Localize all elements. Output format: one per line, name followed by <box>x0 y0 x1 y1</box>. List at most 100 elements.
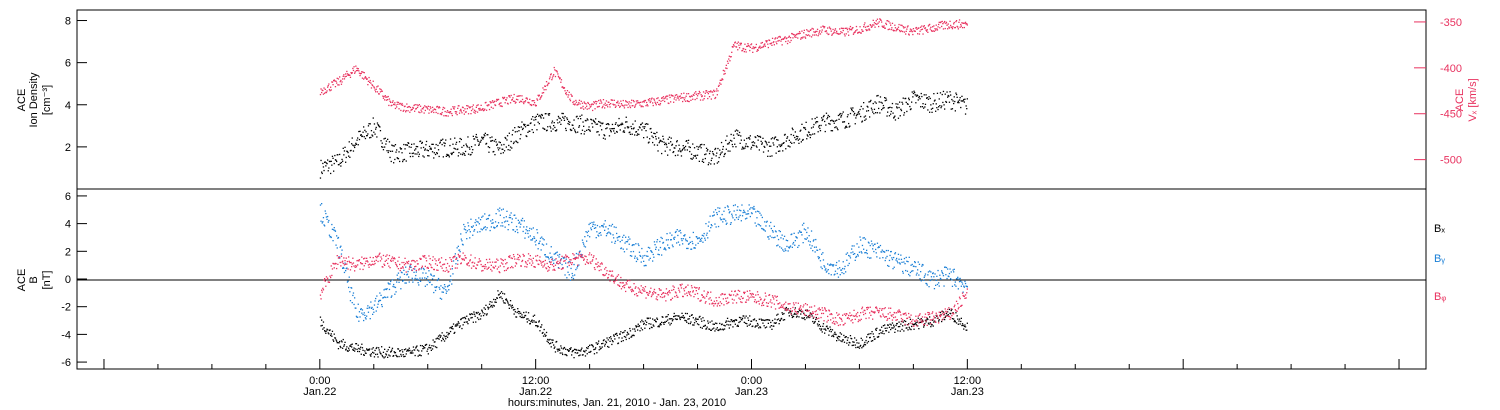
bz-points-point <box>461 258 464 261</box>
speed-points-point <box>819 33 822 35</box>
bz-points-point <box>390 260 392 262</box>
by-points-point <box>728 209 730 211</box>
bz-points-point <box>658 294 660 296</box>
by-points-point <box>383 289 385 291</box>
density-points-point <box>511 147 513 149</box>
by-points-point <box>824 266 826 268</box>
by-points-point <box>498 210 500 212</box>
bx-points-point <box>933 321 935 323</box>
bz-points-point <box>686 294 688 297</box>
bx-points-point <box>563 347 565 349</box>
density-points-point <box>672 151 674 154</box>
speed-points-point <box>877 22 879 24</box>
density-points-point <box>711 157 713 159</box>
density-points-point <box>365 131 367 133</box>
speed-points-point <box>485 101 487 104</box>
speed-points-point <box>590 104 593 106</box>
bx-points-point <box>662 316 664 318</box>
by-points-point <box>667 239 669 241</box>
speed-points-point <box>773 41 775 43</box>
bx-points-point <box>390 350 392 352</box>
by-points-point <box>757 223 759 225</box>
bx-points-point <box>384 348 386 350</box>
bz-points-point <box>460 262 462 264</box>
bx-points-point <box>504 302 506 304</box>
by-points-point <box>397 272 400 274</box>
speed-points-point <box>619 106 621 108</box>
bz-points-point <box>557 263 560 265</box>
bx-points-point <box>433 345 435 347</box>
density-points-point <box>335 159 337 161</box>
speed-points-point <box>495 100 497 102</box>
bx-points-point <box>759 327 762 329</box>
by-points-point <box>393 283 395 286</box>
speed-points-point <box>902 26 904 28</box>
by-points-point <box>687 243 690 245</box>
bx-points-point <box>602 339 605 342</box>
density-points-point <box>541 114 543 117</box>
by-points-point <box>377 303 379 305</box>
speed-points-point <box>614 104 616 106</box>
by-points-point <box>342 266 344 269</box>
bz-points-point <box>622 286 624 288</box>
density-points-point <box>877 94 879 97</box>
bx-points-point <box>664 321 666 323</box>
by-points-point <box>425 272 427 274</box>
density-points-point <box>435 143 437 146</box>
speed-points-point <box>885 23 888 26</box>
bx-points-point <box>634 330 636 332</box>
bx-points-point <box>776 319 778 321</box>
bz-points-point <box>672 285 674 287</box>
speed-points-point <box>538 95 540 97</box>
by-points-point <box>592 225 594 227</box>
speed-points-point <box>508 95 510 97</box>
density-points-point <box>675 145 677 147</box>
by-points-point <box>492 222 494 224</box>
speed-points-point <box>440 113 443 116</box>
speed-points-point <box>586 108 588 110</box>
speed-points-point <box>719 79 721 81</box>
bz-points-point <box>359 268 361 270</box>
speed-points-point <box>684 100 687 102</box>
bx-points-point <box>372 351 374 353</box>
by-points-point <box>349 291 351 293</box>
density-points-point <box>760 140 762 142</box>
by-points-point <box>367 305 369 307</box>
bx-points-point <box>330 334 332 337</box>
by-points-point <box>398 281 400 283</box>
bz-points-point <box>397 260 399 262</box>
density-points-point <box>951 98 953 101</box>
speed-points-point <box>323 87 325 89</box>
density-points-point <box>780 144 782 146</box>
bx-points-point <box>368 349 370 351</box>
speed-points-point <box>647 98 650 101</box>
density-points-point <box>444 142 446 145</box>
bx-points-point <box>783 319 786 321</box>
bz-points-point <box>680 287 683 289</box>
speed-points-point <box>767 43 769 45</box>
by-points-point <box>391 295 393 297</box>
by-points-point <box>942 273 944 275</box>
bx-points-point <box>693 324 695 326</box>
density-points-point <box>895 103 897 105</box>
density-points-point <box>469 148 471 150</box>
bx-points-point <box>458 322 460 324</box>
by-points-point <box>387 282 389 284</box>
bx-points-point <box>826 325 828 327</box>
by-points-point <box>610 233 612 235</box>
bx-points-point <box>541 332 543 334</box>
by-points-point <box>362 313 364 316</box>
by-points-point <box>658 249 660 251</box>
density-points-point <box>366 134 368 137</box>
bx-points-point <box>680 316 683 318</box>
by-points-point <box>916 272 918 274</box>
density-points-point <box>626 126 629 128</box>
density-points-point <box>406 144 409 146</box>
density-points-point <box>812 126 814 128</box>
by-points-point <box>677 234 679 237</box>
speed-points-point <box>708 91 710 93</box>
density-points-point <box>587 128 590 131</box>
bx-points-point <box>382 356 384 358</box>
density-points-point <box>322 162 324 165</box>
bz-points-point <box>457 253 459 256</box>
